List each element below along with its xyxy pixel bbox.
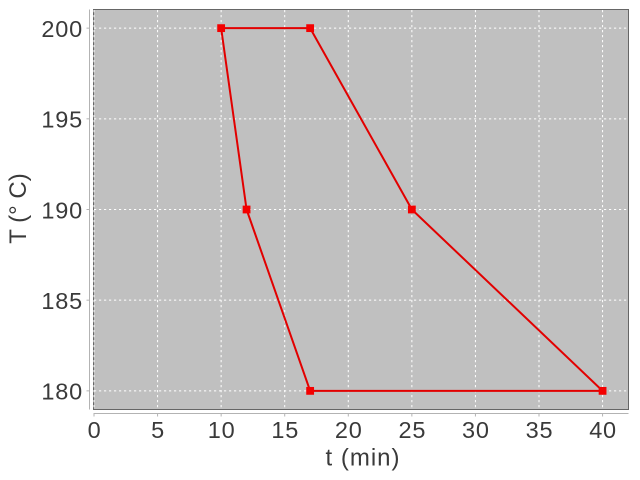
svg-text:25: 25 [398,417,426,443]
svg-text:30: 30 [462,417,490,443]
svg-text:190: 190 [41,197,83,223]
svg-text:10: 10 [208,417,236,443]
svg-text:15: 15 [271,417,299,443]
svg-text:40: 40 [589,417,617,443]
svg-text:180: 180 [41,379,83,405]
svg-text:200: 200 [41,16,83,42]
svg-text:185: 185 [41,288,83,314]
svg-text:35: 35 [526,417,554,443]
svg-text:0: 0 [88,417,102,443]
svg-text:T (° C): T (° C) [5,173,32,243]
svg-text:t (min): t (min) [326,445,401,472]
svg-text:195: 195 [41,107,83,133]
svg-text:20: 20 [335,417,363,443]
svg-text:5: 5 [151,417,165,443]
